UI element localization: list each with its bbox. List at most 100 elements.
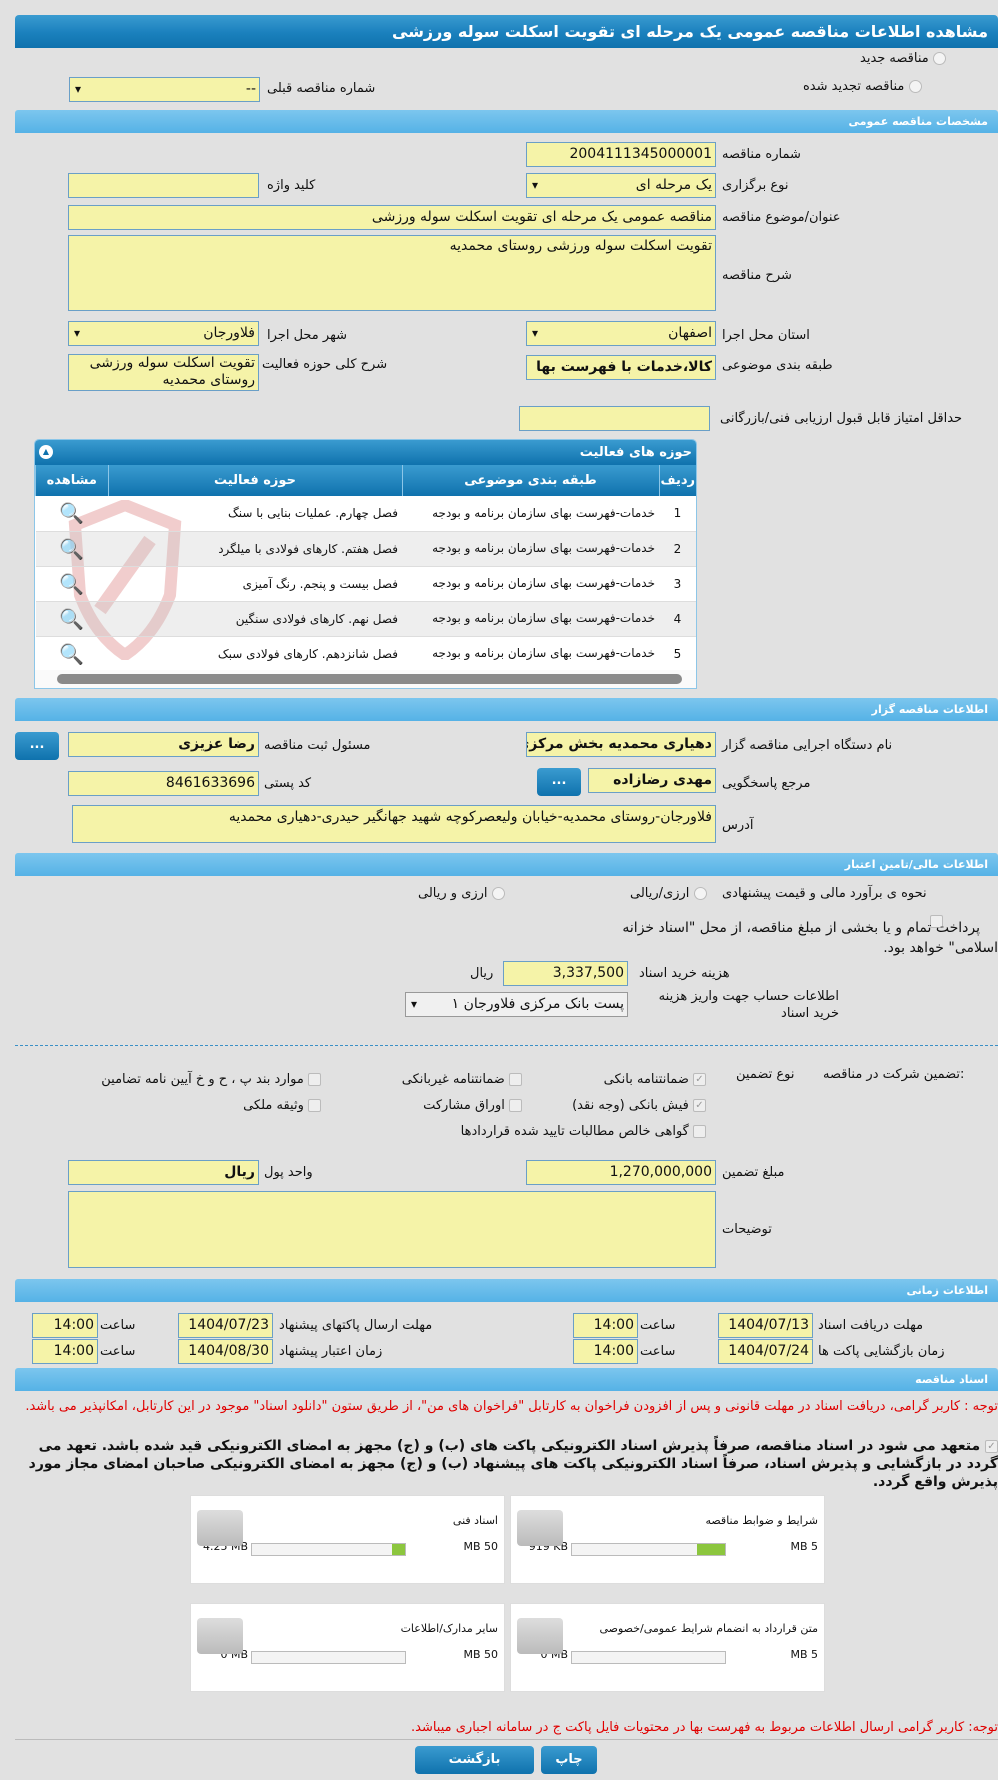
radio-fx-rial[interactable]: ارزی و ریالی	[418, 886, 505, 901]
radio-rial[interactable]: ارزی/ریالی	[630, 886, 707, 901]
documents-notice: توجه : کاربر گرامی، دریافت اسناد در مهلت…	[25, 1399, 998, 1414]
folder-icon[interactable]	[197, 1510, 243, 1546]
scrollbar-thumb[interactable]	[57, 674, 682, 684]
currency-field[interactable]: ریال	[68, 1160, 259, 1185]
print-button[interactable]: چاپ	[541, 1746, 597, 1774]
description-textarea[interactable]: تقویت اسکلت سوله ورزشی روستای محمدیه	[68, 235, 716, 311]
section-timing: اطلاعات زمانی	[15, 1279, 998, 1302]
checkbox-icon[interactable]	[930, 915, 943, 928]
table-row: 3 خدمات-فهرست بهای سازمان برنامه و بودجه…	[35, 566, 696, 602]
open-date[interactable]: 1404/07/24	[718, 1339, 813, 1364]
ref-more-button[interactable]: ...	[537, 768, 581, 796]
guarantee-option-label: وثیقه ملکی	[243, 1098, 304, 1113]
time-label: ساعت	[100, 1318, 136, 1333]
province-label: استان محل اجرا	[722, 328, 810, 343]
submit-label: مهلت ارسال پاکتهای پیشنهاد	[279, 1318, 433, 1333]
previous-tender-select[interactable]: --	[69, 77, 260, 102]
view-document-icon[interactable]: 🔍	[35, 496, 108, 532]
guarantee-option[interactable]: ✓ ضمانتنامه بانکی	[604, 1072, 706, 1087]
guarantee-option[interactable]: ✓ فیش بانکی (وجه نقد)	[572, 1098, 706, 1113]
treasury-checkbox[interactable]	[930, 914, 943, 929]
notes-textarea[interactable]	[68, 1191, 716, 1268]
checkbox-icon[interactable]	[308, 1099, 321, 1112]
doc-receive-date[interactable]: 1404/07/13	[718, 1313, 813, 1338]
radio-renewed-tender[interactable]: مناقصه تجدید شده	[803, 79, 922, 94]
row-number: 5	[659, 636, 696, 672]
table-row: 5 خدمات-فهرست بهای سازمان برنامه و بودجه…	[35, 636, 696, 672]
doc-receive-label: مهلت دریافت اسناد	[818, 1318, 924, 1333]
amount-label: مبلغ تضمین	[722, 1165, 785, 1180]
checkbox-icon[interactable]	[693, 1125, 706, 1138]
keyword-field[interactable]	[68, 173, 259, 198]
radio-label: ارزی/ریالی	[630, 886, 690, 901]
fee-field[interactable]: 3,337,500	[503, 961, 628, 986]
radio-label: ارزی و ریالی	[418, 886, 488, 901]
doc-receive-time[interactable]: 14:00	[573, 1313, 638, 1338]
commitment-text: ✓ متعهد می شود در اسناد مناقصه، صرفاً پذ…	[15, 1437, 998, 1491]
guarantee-option[interactable]: ضمانتنامه غیربانکی	[402, 1072, 522, 1087]
subject-field[interactable]: مناقصه عمومی یک مرحله ای تقویت اسکلت سول…	[68, 205, 716, 230]
amount-field[interactable]: 1,270,000,000	[526, 1160, 716, 1185]
open-time[interactable]: 14:00	[573, 1339, 638, 1364]
checkbox-icon[interactable]	[509, 1073, 522, 1086]
checkbox-icon[interactable]: ✓	[693, 1099, 706, 1112]
address-field[interactable]: فلاورجان-روستای محمدیه-خیابان ولیعصرکوچه…	[72, 805, 716, 843]
guarantee-option[interactable]: وثیقه ملکی	[243, 1098, 321, 1113]
registrar-label: مسئول ثبت مناقصه	[264, 738, 371, 753]
org-label: نام دستگاه اجرایی مناقصه گزار	[722, 738, 893, 753]
folder-icon[interactable]	[197, 1618, 243, 1654]
submit-date[interactable]: 1404/07/23	[178, 1313, 273, 1338]
collapse-icon[interactable]: ▲	[39, 445, 53, 459]
view-document-icon[interactable]: 🔍	[35, 601, 108, 637]
min-score-field[interactable]	[519, 406, 710, 431]
checkbox-icon[interactable]	[308, 1073, 321, 1086]
open-label: زمان بازگشایی پاکت ها	[818, 1344, 945, 1359]
radio-icon[interactable]	[932, 52, 946, 65]
view-document-icon[interactable]: 🔍	[35, 531, 108, 567]
keyword-label: کلید واژه	[267, 178, 316, 193]
document-card[interactable]: اسناد فنی 50 MB 4.25 MB	[190, 1495, 505, 1584]
radio-icon[interactable]	[491, 887, 505, 900]
row-scope: فصل هفتم. کارهای فولادی با میلگرد	[108, 531, 402, 567]
registrar-more-button[interactable]: ...	[15, 732, 59, 760]
radio-icon[interactable]	[693, 887, 707, 900]
row-scope: فصل نهم. کارهای فولادی سنگین	[108, 601, 402, 637]
validity-time[interactable]: 14:00	[32, 1339, 98, 1364]
submit-time[interactable]: 14:00	[32, 1313, 98, 1338]
row-scope: فصل چهارم. عملیات بنایی با سنگ	[108, 496, 402, 532]
back-button[interactable]: بازگشت	[415, 1746, 534, 1774]
folder-icon[interactable]	[517, 1510, 563, 1546]
holding-type-select[interactable]: یک مرحله ای	[526, 173, 716, 198]
document-label: متن قرارداد به انضمام شرایط عمومی/خصوصی	[599, 1622, 818, 1635]
activities-panel: حوزه های فعالیت ▲ ردیف طبقه بندی موضوعی ح…	[34, 439, 697, 689]
document-card[interactable]: سایر مدارک/اطلاعات 50 MB 0 MB	[190, 1603, 505, 1692]
horizontal-scrollbar[interactable]	[35, 670, 696, 688]
view-document-icon[interactable]: 🔍	[35, 566, 108, 602]
guarantee-option[interactable]: موارد بند پ ، ح و خ آیین نامه تضامین	[101, 1072, 321, 1087]
postal-field[interactable]: 8461633696	[68, 771, 259, 796]
ref-field[interactable]: مهدی رضازاده	[588, 768, 716, 793]
checkbox-icon[interactable]	[509, 1099, 522, 1112]
folder-icon[interactable]	[517, 1618, 563, 1654]
tender-number-field[interactable]: 2004111345000001	[526, 142, 716, 167]
commitment-checkbox[interactable]: ✓	[985, 1439, 998, 1453]
validity-date[interactable]: 1404/08/30	[178, 1339, 273, 1364]
document-card[interactable]: شرایط و ضوابط مناقصه 5 MB 919 KB	[510, 1495, 825, 1584]
registrar-field[interactable]: رضا عزیزی	[68, 732, 259, 757]
fee-unit: ریال	[470, 966, 494, 981]
guarantee-option[interactable]: اوراق مشارکت	[423, 1098, 522, 1113]
guarantee-option[interactable]: گواهی خالص مطالبات تایید شده قراردادها	[461, 1124, 706, 1139]
footer-note: توجه: کاربر گرامی ارسال اطلاعات مربوط به…	[411, 1720, 998, 1735]
radio-new-tender[interactable]: مناقصه جدید	[860, 51, 946, 66]
document-card[interactable]: متن قرارداد به انضمام شرایط عمومی/خصوصی …	[510, 1603, 825, 1692]
account-select[interactable]: پست بانک مرکزی فلاورجان ۱	[405, 992, 628, 1017]
view-document-icon[interactable]: 🔍	[35, 636, 108, 672]
province-select[interactable]: اصفهان	[526, 321, 716, 346]
category-field[interactable]: کالا،خدمات با فهرست بها	[526, 355, 716, 380]
city-select[interactable]: فلاورجان	[68, 321, 259, 346]
radio-icon[interactable]	[908, 80, 922, 93]
scope-textarea[interactable]: تقویت اسکلت سوله ورزشی روستای محمدیه	[68, 354, 259, 391]
checkbox-icon[interactable]: ✓	[693, 1073, 706, 1086]
activities-title: حوزه های فعالیت	[579, 445, 692, 460]
org-field[interactable]: دهیاری محمدیه بخش مرکزی	[526, 732, 716, 757]
